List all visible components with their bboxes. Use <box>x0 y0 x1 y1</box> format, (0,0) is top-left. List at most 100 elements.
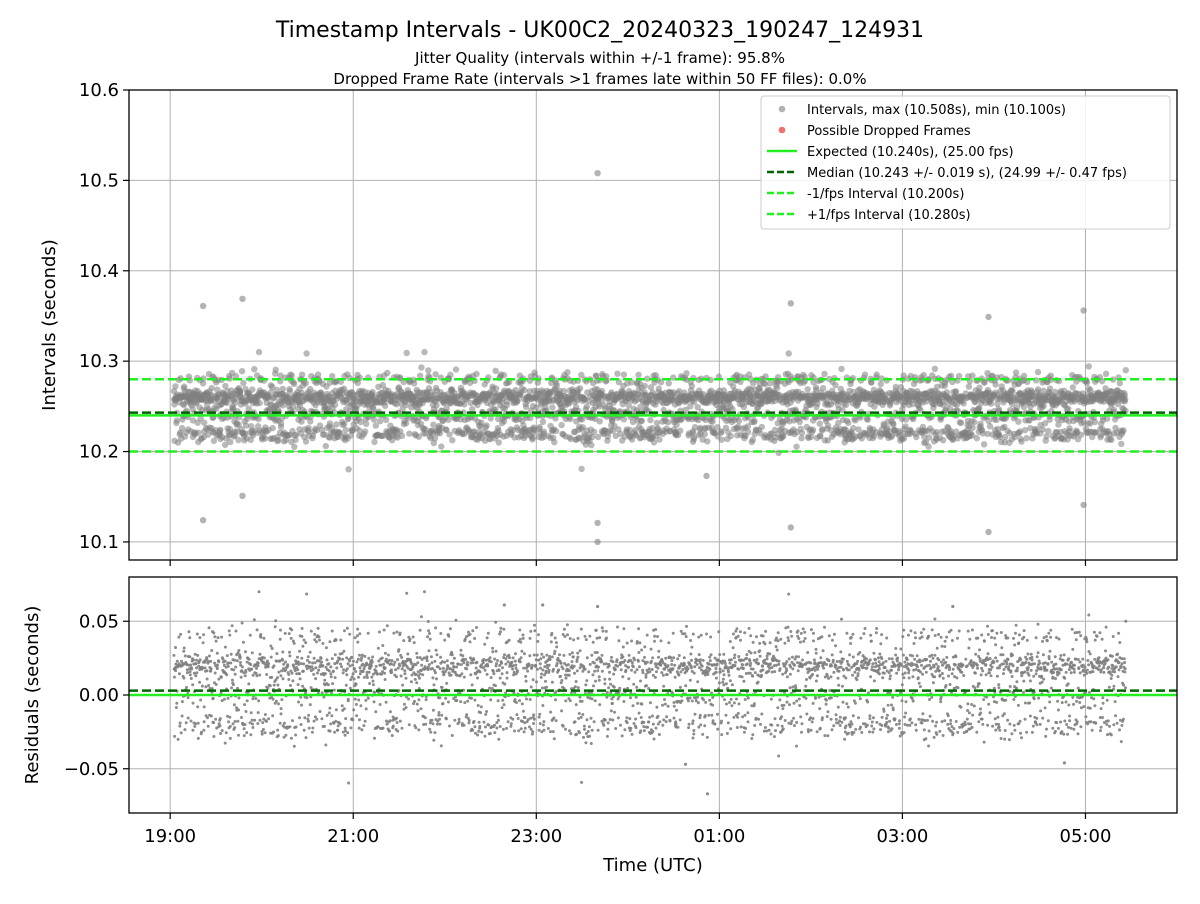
residual-point <box>371 661 374 664</box>
residual-point <box>486 665 489 668</box>
residual-point <box>538 713 541 716</box>
residual-point <box>259 636 262 639</box>
residual-point <box>523 716 526 719</box>
residual-point <box>377 647 380 650</box>
residual-point <box>473 725 476 728</box>
residual-point <box>427 629 430 632</box>
residual-point <box>460 649 463 652</box>
residual-point <box>362 724 365 727</box>
interval-point <box>249 386 255 392</box>
residual-point <box>275 700 278 703</box>
residual-point <box>509 725 512 728</box>
residual-point <box>381 644 384 647</box>
interval-point <box>1021 404 1027 410</box>
residual-point <box>431 719 434 722</box>
residual-point <box>224 646 227 649</box>
residual-point <box>429 638 432 641</box>
interval-point <box>303 438 309 444</box>
residual-point <box>482 661 485 664</box>
residual-point <box>392 663 395 666</box>
residual-point <box>551 681 554 684</box>
intervals-ytick-label: 10.5 <box>79 170 119 191</box>
residual-point <box>445 682 448 685</box>
residual-point <box>383 672 386 675</box>
residual-point <box>293 642 296 645</box>
residual-point <box>443 661 446 664</box>
residual-point <box>282 677 285 680</box>
residual-point <box>348 659 351 662</box>
interval-point <box>540 419 546 425</box>
residual-point <box>501 699 504 702</box>
residual-point <box>450 674 453 677</box>
residual-point <box>551 655 554 658</box>
residual-point <box>496 659 499 662</box>
residual-point <box>392 632 395 635</box>
residual-point <box>324 744 327 747</box>
residual-point <box>346 731 349 734</box>
residual-point <box>229 725 232 728</box>
residual-point <box>272 698 275 701</box>
residual-point <box>368 682 371 685</box>
residual-point <box>452 662 455 665</box>
interval-point <box>411 380 417 386</box>
residual-point <box>370 664 373 667</box>
residual-point <box>475 667 478 670</box>
residual-point <box>428 632 431 635</box>
legend-entry-intervals: Intervals, max (10.508s), min (10.100s) <box>779 103 1066 118</box>
interval-point <box>417 373 423 379</box>
intervals-y-axis-label: Intervals (seconds) <box>39 239 60 411</box>
interval-point <box>1023 435 1029 441</box>
residual-point <box>365 674 368 677</box>
interval-point <box>371 439 377 445</box>
interval-point <box>377 418 383 424</box>
residual-point <box>499 630 502 633</box>
residual-point <box>249 733 252 736</box>
interval-point <box>913 434 919 440</box>
residual-point <box>432 739 435 742</box>
residual-point <box>530 728 533 731</box>
residual-point <box>286 664 289 667</box>
residual-point <box>330 714 333 717</box>
residual-point <box>313 633 316 636</box>
residual-point <box>512 664 515 667</box>
residual-point <box>313 657 316 660</box>
interval-point <box>383 417 389 423</box>
residual-point <box>248 658 251 661</box>
residual-point <box>437 714 440 717</box>
interval-point <box>438 443 444 449</box>
residual-point <box>547 727 550 730</box>
residual-point <box>460 672 463 675</box>
residual-point <box>290 737 293 740</box>
interval-point <box>691 436 697 442</box>
interval-point <box>1086 363 1092 369</box>
residual-point <box>438 711 441 714</box>
residual-point <box>181 700 184 703</box>
residual-point <box>253 618 256 621</box>
residual-point <box>296 668 299 671</box>
interval-point <box>993 417 999 423</box>
residual-point <box>267 662 270 665</box>
residual-point <box>227 720 230 723</box>
residual-point <box>182 677 185 680</box>
residual-point <box>434 671 437 674</box>
interval-point <box>1009 388 1015 394</box>
residual-point <box>430 661 433 664</box>
residual-point <box>210 715 213 718</box>
residual-point <box>258 674 261 677</box>
residual-point <box>542 724 545 727</box>
residual-point <box>309 703 312 706</box>
residual-point <box>375 665 378 668</box>
interval-point <box>493 385 499 391</box>
residual-point <box>320 657 323 660</box>
residual-point <box>399 632 402 635</box>
residual-point <box>478 721 481 724</box>
interval-point <box>689 383 695 389</box>
residual-point <box>431 676 434 679</box>
residual-point <box>318 639 321 642</box>
residual-point <box>254 697 257 700</box>
residual-point <box>241 622 244 625</box>
residual-point <box>541 704 544 707</box>
residual-point <box>255 667 258 670</box>
interval-point <box>921 372 927 378</box>
residual-point <box>399 720 402 723</box>
